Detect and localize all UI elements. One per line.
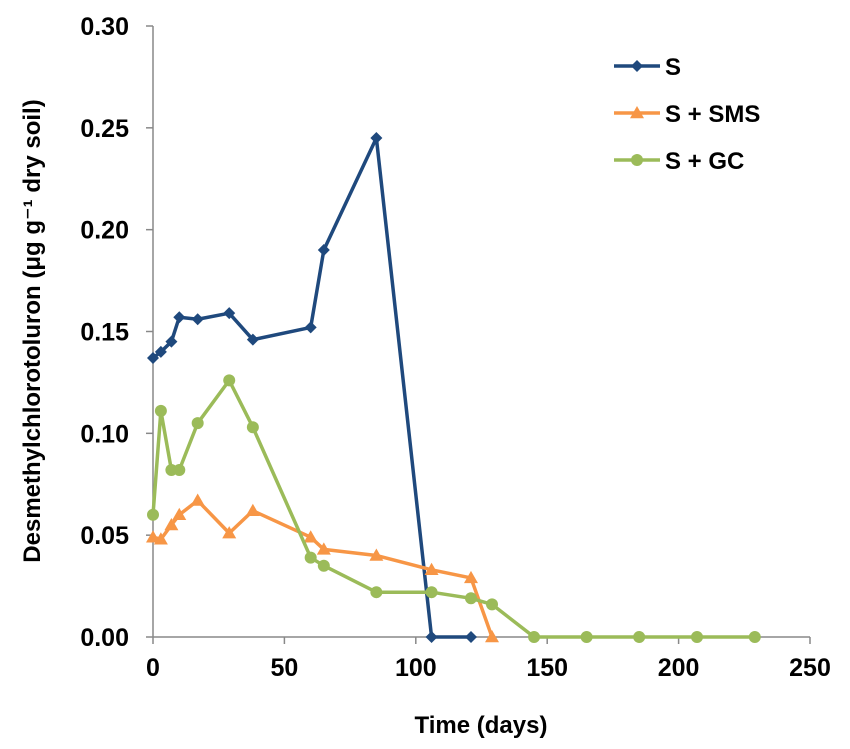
data-point-s	[425, 631, 438, 643]
y-tick-label: 0.05	[80, 522, 129, 550]
data-point-s-gc	[246, 421, 259, 434]
data-point-s-gc	[580, 631, 593, 643]
x-tick-label: 50	[270, 654, 298, 682]
data-point-s-gc	[425, 586, 438, 599]
data-point-s-gc	[370, 586, 383, 599]
x-tick-label: 200	[658, 654, 700, 682]
data-point-s-gc	[147, 508, 159, 521]
data-point-s-sms	[222, 526, 237, 539]
x-tick-label: 0	[146, 654, 160, 682]
series-s-sms	[146, 493, 500, 643]
data-point-s-gc	[154, 404, 167, 417]
legend-item-s-gc: S + GC	[614, 148, 744, 175]
x-tick-label: 150	[526, 654, 568, 682]
legend-label: S + SMS	[665, 101, 760, 128]
data-point-s	[154, 345, 167, 358]
data-point-s	[173, 311, 186, 324]
data-point-s	[165, 335, 178, 348]
data-point-s-gc	[173, 463, 186, 476]
y-tick-label: 0.10	[80, 420, 129, 448]
data-point-s	[370, 132, 383, 145]
data-point-s-gc	[464, 592, 477, 605]
data-point-s-gc	[223, 374, 236, 387]
x-axis-title: Time (days)	[415, 712, 548, 739]
data-point-s-gc	[528, 631, 541, 643]
legend-label: S + GC	[665, 148, 744, 175]
data-point-s	[223, 307, 236, 320]
data-point-s-sms	[316, 542, 331, 555]
y-tick-label: 0.20	[80, 217, 129, 245]
legend-swatch-marker	[631, 60, 643, 72]
data-point-s-sms	[485, 630, 500, 643]
data-point-s-sms	[153, 532, 168, 545]
data-point-s	[317, 244, 330, 257]
data-point-s-sms	[190, 493, 205, 506]
y-tick-label: 0.25	[80, 115, 129, 143]
axes: 0.00 0.05 0.10 0.15 0.20 0.25 0.30 0 50 100 150 200…	[80, 13, 831, 682]
data-point-s-sms	[164, 517, 179, 531]
series-layer	[146, 132, 761, 643]
data-point-s-sms	[146, 530, 160, 543]
data-point-s-sms	[369, 548, 384, 561]
data-point-s	[191, 313, 204, 326]
x-tick-label: 100	[395, 654, 437, 682]
data-point-s-gc	[633, 631, 646, 643]
data-point-s	[304, 321, 317, 334]
data-point-s-gc	[304, 551, 317, 564]
y-axis-title: Desmethylchlorotoluron (μg g⁻¹ dry soil)	[19, 99, 46, 562]
data-point-s-gc	[690, 631, 703, 643]
data-point-s-sms	[424, 562, 439, 576]
x-tick-label: 250	[789, 654, 831, 682]
series-s	[147, 132, 477, 643]
data-point-s-sms	[303, 530, 318, 543]
y-tick-label: 0.00	[80, 624, 129, 652]
data-point-s-gc	[317, 559, 330, 572]
data-point-s	[147, 351, 159, 364]
legend-swatch-marker	[630, 106, 644, 119]
data-point-s-gc	[748, 631, 761, 643]
legend-swatch-marker	[631, 154, 643, 166]
data-point-s	[464, 631, 477, 643]
series-s-gc	[147, 374, 761, 643]
y-tick-label: 0.15	[80, 319, 129, 347]
legend-label: S	[665, 54, 681, 81]
data-point-s-sms	[245, 503, 260, 516]
y-tick-label: 0.30	[80, 13, 129, 41]
data-point-s-gc	[191, 417, 204, 430]
data-point-s-sms	[463, 570, 478, 584]
legend-item-s: S	[614, 54, 681, 81]
legend: S S + SMS S + GC	[614, 54, 760, 175]
data-point-s-gc	[486, 598, 499, 611]
legend-item-s-sms: S + SMS	[614, 101, 760, 128]
series-line-s-gc	[151, 378, 755, 639]
data-point-s-sms	[172, 507, 187, 521]
data-point-s	[246, 333, 259, 346]
